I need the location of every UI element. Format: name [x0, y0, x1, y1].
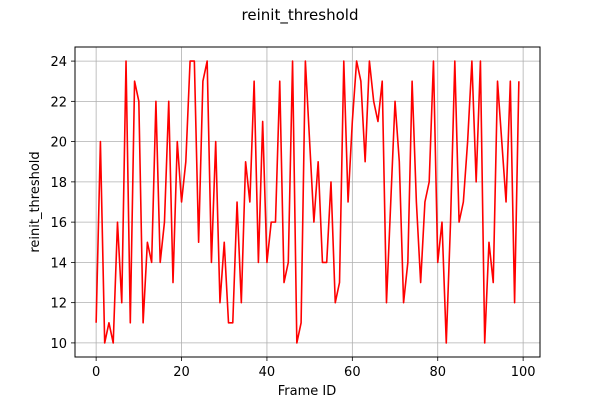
- y-axis-label: reinit_threshold: [28, 151, 43, 252]
- y-tick-label: 24: [50, 55, 67, 70]
- y-tick-label: 22: [50, 95, 67, 110]
- x-tick-label: 60: [344, 365, 361, 380]
- y-axis-ticks: 10 12 14 16 18 20 22 24: [50, 55, 75, 352]
- chart-title: reinit_threshold: [242, 6, 359, 25]
- plot-frame: [74, 46, 541, 358]
- x-tick-label: 0: [92, 365, 100, 380]
- y-tick-label: 14: [50, 256, 67, 271]
- x-axis-label: Frame ID: [278, 384, 336, 399]
- y-tick-label: 10: [50, 337, 67, 352]
- y-tick-label: 18: [50, 176, 67, 191]
- x-axis-ticks: 0 20 40 60 80 100: [92, 357, 536, 380]
- y-tick-label: 12: [50, 297, 67, 312]
- y-tick-label: 16: [50, 216, 67, 231]
- x-tick-label: 40: [259, 365, 276, 380]
- x-tick-label: 100: [511, 365, 536, 380]
- x-tick-label: 80: [429, 365, 446, 380]
- x-tick-label: 20: [173, 365, 190, 380]
- series-line-0: [95, 60, 520, 344]
- y-tick-label: 20: [50, 136, 67, 151]
- series-group: [95, 60, 520, 344]
